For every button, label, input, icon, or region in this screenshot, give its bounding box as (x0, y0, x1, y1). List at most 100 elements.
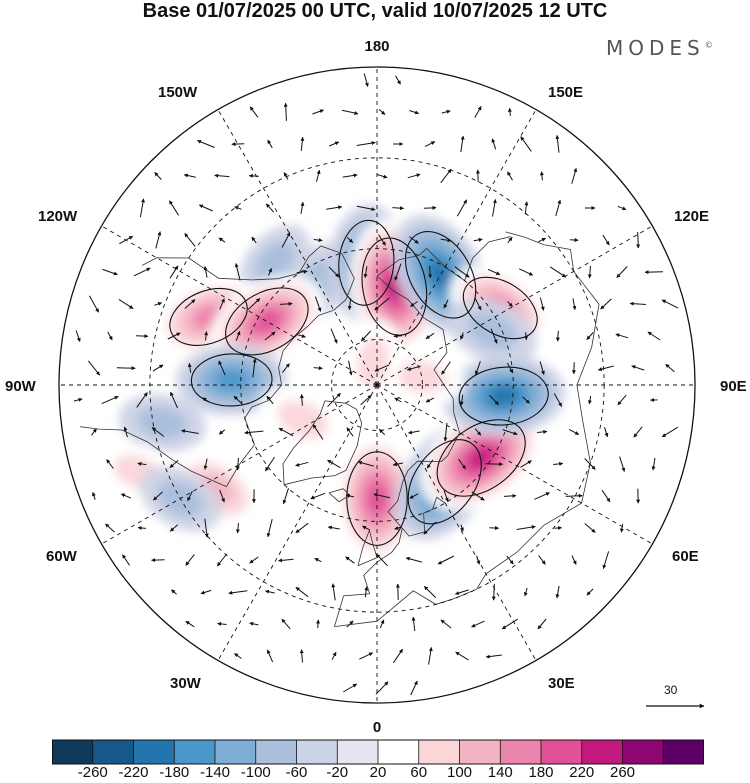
wind-vector (555, 199, 562, 217)
wind-vector (619, 456, 626, 472)
wind-vector (187, 362, 192, 373)
wind-vector (665, 363, 675, 373)
anomaly-contour (404, 231, 477, 319)
wind-vector (120, 493, 132, 499)
wind-vector (249, 621, 259, 626)
wind-vector (408, 430, 420, 435)
wind-vector (122, 554, 130, 566)
meridian (101, 384, 378, 545)
anomaly-blob (254, 241, 295, 285)
wind-vector (346, 620, 354, 628)
wind-vector (316, 169, 321, 182)
colorbar-swatch (418, 740, 460, 764)
wind-vector (506, 555, 514, 565)
colorbar-swatch (459, 740, 501, 764)
wind-vector (170, 391, 178, 409)
wind-vector (283, 102, 288, 121)
wind-vector (299, 394, 304, 406)
wind-vector (587, 395, 592, 405)
wind-vector (347, 298, 352, 311)
wind-vector (424, 141, 436, 147)
wind-vector (218, 429, 226, 435)
wind-vector (485, 654, 502, 659)
anomaly-contour (169, 287, 248, 346)
meridian (376, 225, 653, 386)
wind-vector (507, 171, 513, 181)
wind-vector (539, 361, 545, 375)
wind-vector (187, 490, 193, 502)
coastlines (80, 231, 600, 627)
meridian (217, 109, 378, 386)
wind-vector (524, 332, 529, 341)
wind-vector (265, 203, 275, 213)
wind-vector (217, 621, 227, 626)
colorbar-label: 60 (410, 764, 428, 781)
wind-vector (647, 331, 661, 341)
wind-vector (249, 556, 259, 564)
wind-vector (549, 266, 567, 278)
wind-vector (183, 173, 196, 178)
wind-vector (553, 461, 564, 466)
wind-vector (247, 298, 261, 310)
wind-vector (489, 394, 499, 406)
wind-vector (231, 142, 245, 147)
colorbar-label: -140 (199, 764, 231, 781)
wind-vector (586, 332, 594, 340)
wind-vector (167, 332, 181, 340)
wind-vector (328, 266, 340, 278)
wind-vector (266, 649, 274, 663)
wind-vector (394, 263, 402, 281)
wind-vector (378, 428, 386, 436)
map-boundary (58, 66, 696, 704)
wind-vector (405, 556, 423, 563)
wind-vector (313, 238, 323, 243)
wind-vector (363, 266, 368, 279)
colorbar-swatch (296, 740, 338, 764)
wind-vector (278, 558, 294, 563)
coastline (334, 231, 600, 627)
wind-vector (520, 460, 532, 468)
wind-vector (216, 553, 228, 567)
wind-vector (267, 139, 273, 149)
colorbar-swatch (378, 740, 420, 764)
wind-vector (312, 109, 324, 115)
wind-vector (629, 301, 646, 306)
wind-vector (136, 392, 148, 408)
wind-vector (602, 551, 610, 569)
wind-vector (455, 651, 469, 661)
wind-vector (631, 365, 645, 371)
wind-vector (568, 428, 580, 436)
wind-vector (584, 523, 596, 533)
wind-vector (376, 553, 388, 567)
wind-vector (91, 428, 97, 436)
wind-vector (105, 523, 115, 533)
wind-vector (154, 302, 163, 306)
wind-vector (360, 330, 372, 342)
wind-vector (300, 201, 305, 214)
wind-vector (137, 461, 147, 466)
wind-vector (357, 460, 374, 467)
wind-vector (491, 138, 497, 150)
wind-vector (602, 234, 610, 246)
wind-vector (234, 263, 241, 281)
wind-vector (299, 649, 304, 663)
anomaly-contour (407, 439, 482, 525)
wind-vector (524, 201, 529, 215)
colorbar-label: -60 (285, 764, 308, 781)
wind-vector (348, 360, 353, 376)
meridian (101, 225, 378, 386)
wind-vector (454, 266, 470, 278)
wind-vector (346, 237, 354, 243)
wind-vector (584, 458, 596, 470)
wind-vector (249, 106, 259, 118)
anomaly-contour (462, 276, 538, 340)
parallel (149, 157, 605, 613)
wind-vector (184, 233, 196, 247)
wind-vector (154, 172, 162, 180)
anomaly-blob (137, 406, 187, 440)
wind-vector (266, 518, 273, 538)
colorbar-swatch (133, 740, 175, 764)
wind-vector (460, 332, 464, 340)
anomaly-blob (277, 400, 329, 439)
